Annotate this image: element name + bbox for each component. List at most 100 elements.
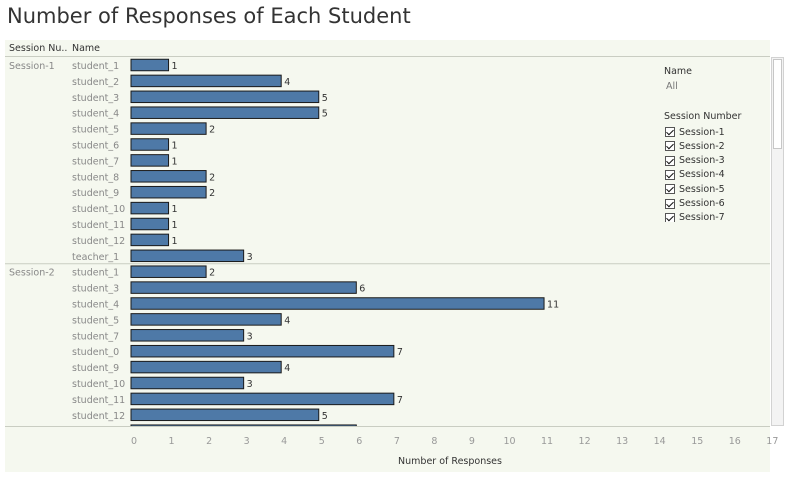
x-tick-label: 5 (319, 436, 325, 447)
session-filter-item[interactable]: Session-1 (665, 125, 725, 139)
bar-value-label: 1 (172, 141, 178, 152)
bar (130, 154, 170, 167)
bar (130, 392, 395, 406)
name-label: student_6 (72, 141, 119, 152)
name-header[interactable]: Name (72, 43, 101, 54)
session-filter-label: Session-4 (679, 169, 725, 181)
checkbox-icon[interactable] (665, 141, 675, 152)
bar (130, 265, 207, 278)
bar-value-label: 3 (247, 379, 253, 390)
name-label: student_9 (72, 363, 119, 374)
name-label: student_1 (72, 61, 119, 72)
bar-value-label: 2 (209, 268, 215, 279)
x-tick-label: 16 (729, 436, 741, 447)
name-label: student_7 (72, 331, 119, 342)
x-tick-label: 10 (503, 436, 515, 447)
name-label: student_7 (72, 156, 119, 167)
bar-value-label: 2 (209, 172, 215, 183)
bar (130, 185, 207, 199)
bar (130, 249, 245, 263)
x-tick-label: 7 (394, 436, 400, 447)
bar-value-label: 2 (209, 125, 215, 136)
name-label: student_10 (72, 379, 125, 390)
session-filter-item[interactable]: Session-2 (665, 139, 725, 153)
bar-value-label: 6 (359, 284, 365, 295)
bar (130, 170, 207, 183)
name-filter-value[interactable]: All (666, 81, 678, 92)
bar (130, 217, 170, 231)
session-label: Session-1 (9, 61, 55, 72)
name-label: student_11 (72, 395, 125, 406)
bar (130, 376, 245, 390)
checkbox-icon[interactable] (665, 184, 675, 195)
bar-value-label: 1 (172, 236, 178, 247)
session-filter-label: Session-1 (679, 126, 725, 138)
name-label: student_3 (72, 284, 119, 295)
x-tick-label: 6 (356, 436, 362, 447)
x-tick-label: 0 (131, 436, 137, 447)
x-tick-label: 17 (766, 436, 778, 447)
session-number-header[interactable]: Session Nu.. (9, 43, 68, 54)
x-tick-label: 12 (579, 436, 591, 447)
bar-value-label: 11 (547, 300, 559, 311)
bar (130, 424, 357, 426)
bar (130, 106, 320, 119)
bar-value-label: 1 (172, 204, 178, 215)
bar-value-label: 5 (322, 411, 328, 422)
bar-value-label: 1 (172, 220, 178, 231)
bar (130, 122, 207, 135)
x-tick-label: 15 (691, 436, 703, 447)
name-label: student_4 (72, 300, 119, 311)
x-tick-label: 4 (281, 436, 287, 447)
bar-value-label: 7 (397, 347, 403, 358)
x-axis-title: Number of Responses (398, 456, 502, 467)
bar (130, 281, 357, 294)
bar (130, 90, 320, 104)
name-label: teacher_1 (72, 252, 119, 263)
x-tick-label: 8 (431, 436, 437, 447)
scrollbar-thumb[interactable] (773, 59, 782, 149)
bar (130, 138, 170, 151)
bar-value-label: 4 (284, 315, 290, 326)
x-tick-label: 1 (169, 436, 175, 447)
session-filter-item[interactable]: Session-5 (665, 182, 725, 196)
checkbox-icon[interactable] (665, 198, 675, 209)
x-tick-label: 3 (244, 436, 250, 447)
name-label: student_5 (72, 315, 119, 326)
bar-value-label: 5 (322, 109, 328, 120)
vertical-scrollbar[interactable] (771, 57, 784, 426)
session-filter-title: Session Number (664, 111, 742, 122)
bar-value-label: 1 (172, 156, 178, 167)
bar (130, 360, 282, 374)
bar (130, 408, 320, 422)
checkbox-icon[interactable] (665, 155, 675, 166)
session-filter-item[interactable]: Session-3 (665, 154, 725, 168)
checkbox-icon[interactable] (665, 212, 675, 222)
bar-value-label: 4 (284, 363, 290, 374)
session-filter-label: Session-3 (679, 155, 725, 167)
name-label: student_5 (72, 125, 119, 136)
x-tick-label: 13 (616, 436, 628, 447)
session-filter-label: Session-5 (679, 183, 725, 195)
session-filter-item[interactable]: Session-6 (665, 197, 725, 211)
checkbox-icon[interactable] (665, 127, 675, 137)
name-label: student_12 (72, 236, 125, 247)
bar-value-label: 3 (247, 331, 253, 342)
name-filter-title: Name (664, 66, 693, 77)
bar-value-label: 1 (172, 61, 178, 72)
bar (130, 329, 245, 342)
name-label: student_11 (72, 220, 125, 231)
session-label: Session-2 (9, 268, 55, 279)
session-filter-item[interactable]: Session-4 (665, 168, 725, 182)
checkbox-icon[interactable] (665, 169, 675, 180)
bar-value-label: 5 (322, 93, 328, 104)
bar (130, 313, 282, 326)
session-filter-label: Session-7 (679, 212, 725, 222)
name-label: student_9 (72, 188, 119, 199)
session-filter-item[interactable]: Session-7 (665, 211, 725, 222)
bar (130, 74, 282, 88)
x-tick-label: 2 (206, 436, 212, 447)
bar-value-label: 3 (247, 252, 253, 263)
